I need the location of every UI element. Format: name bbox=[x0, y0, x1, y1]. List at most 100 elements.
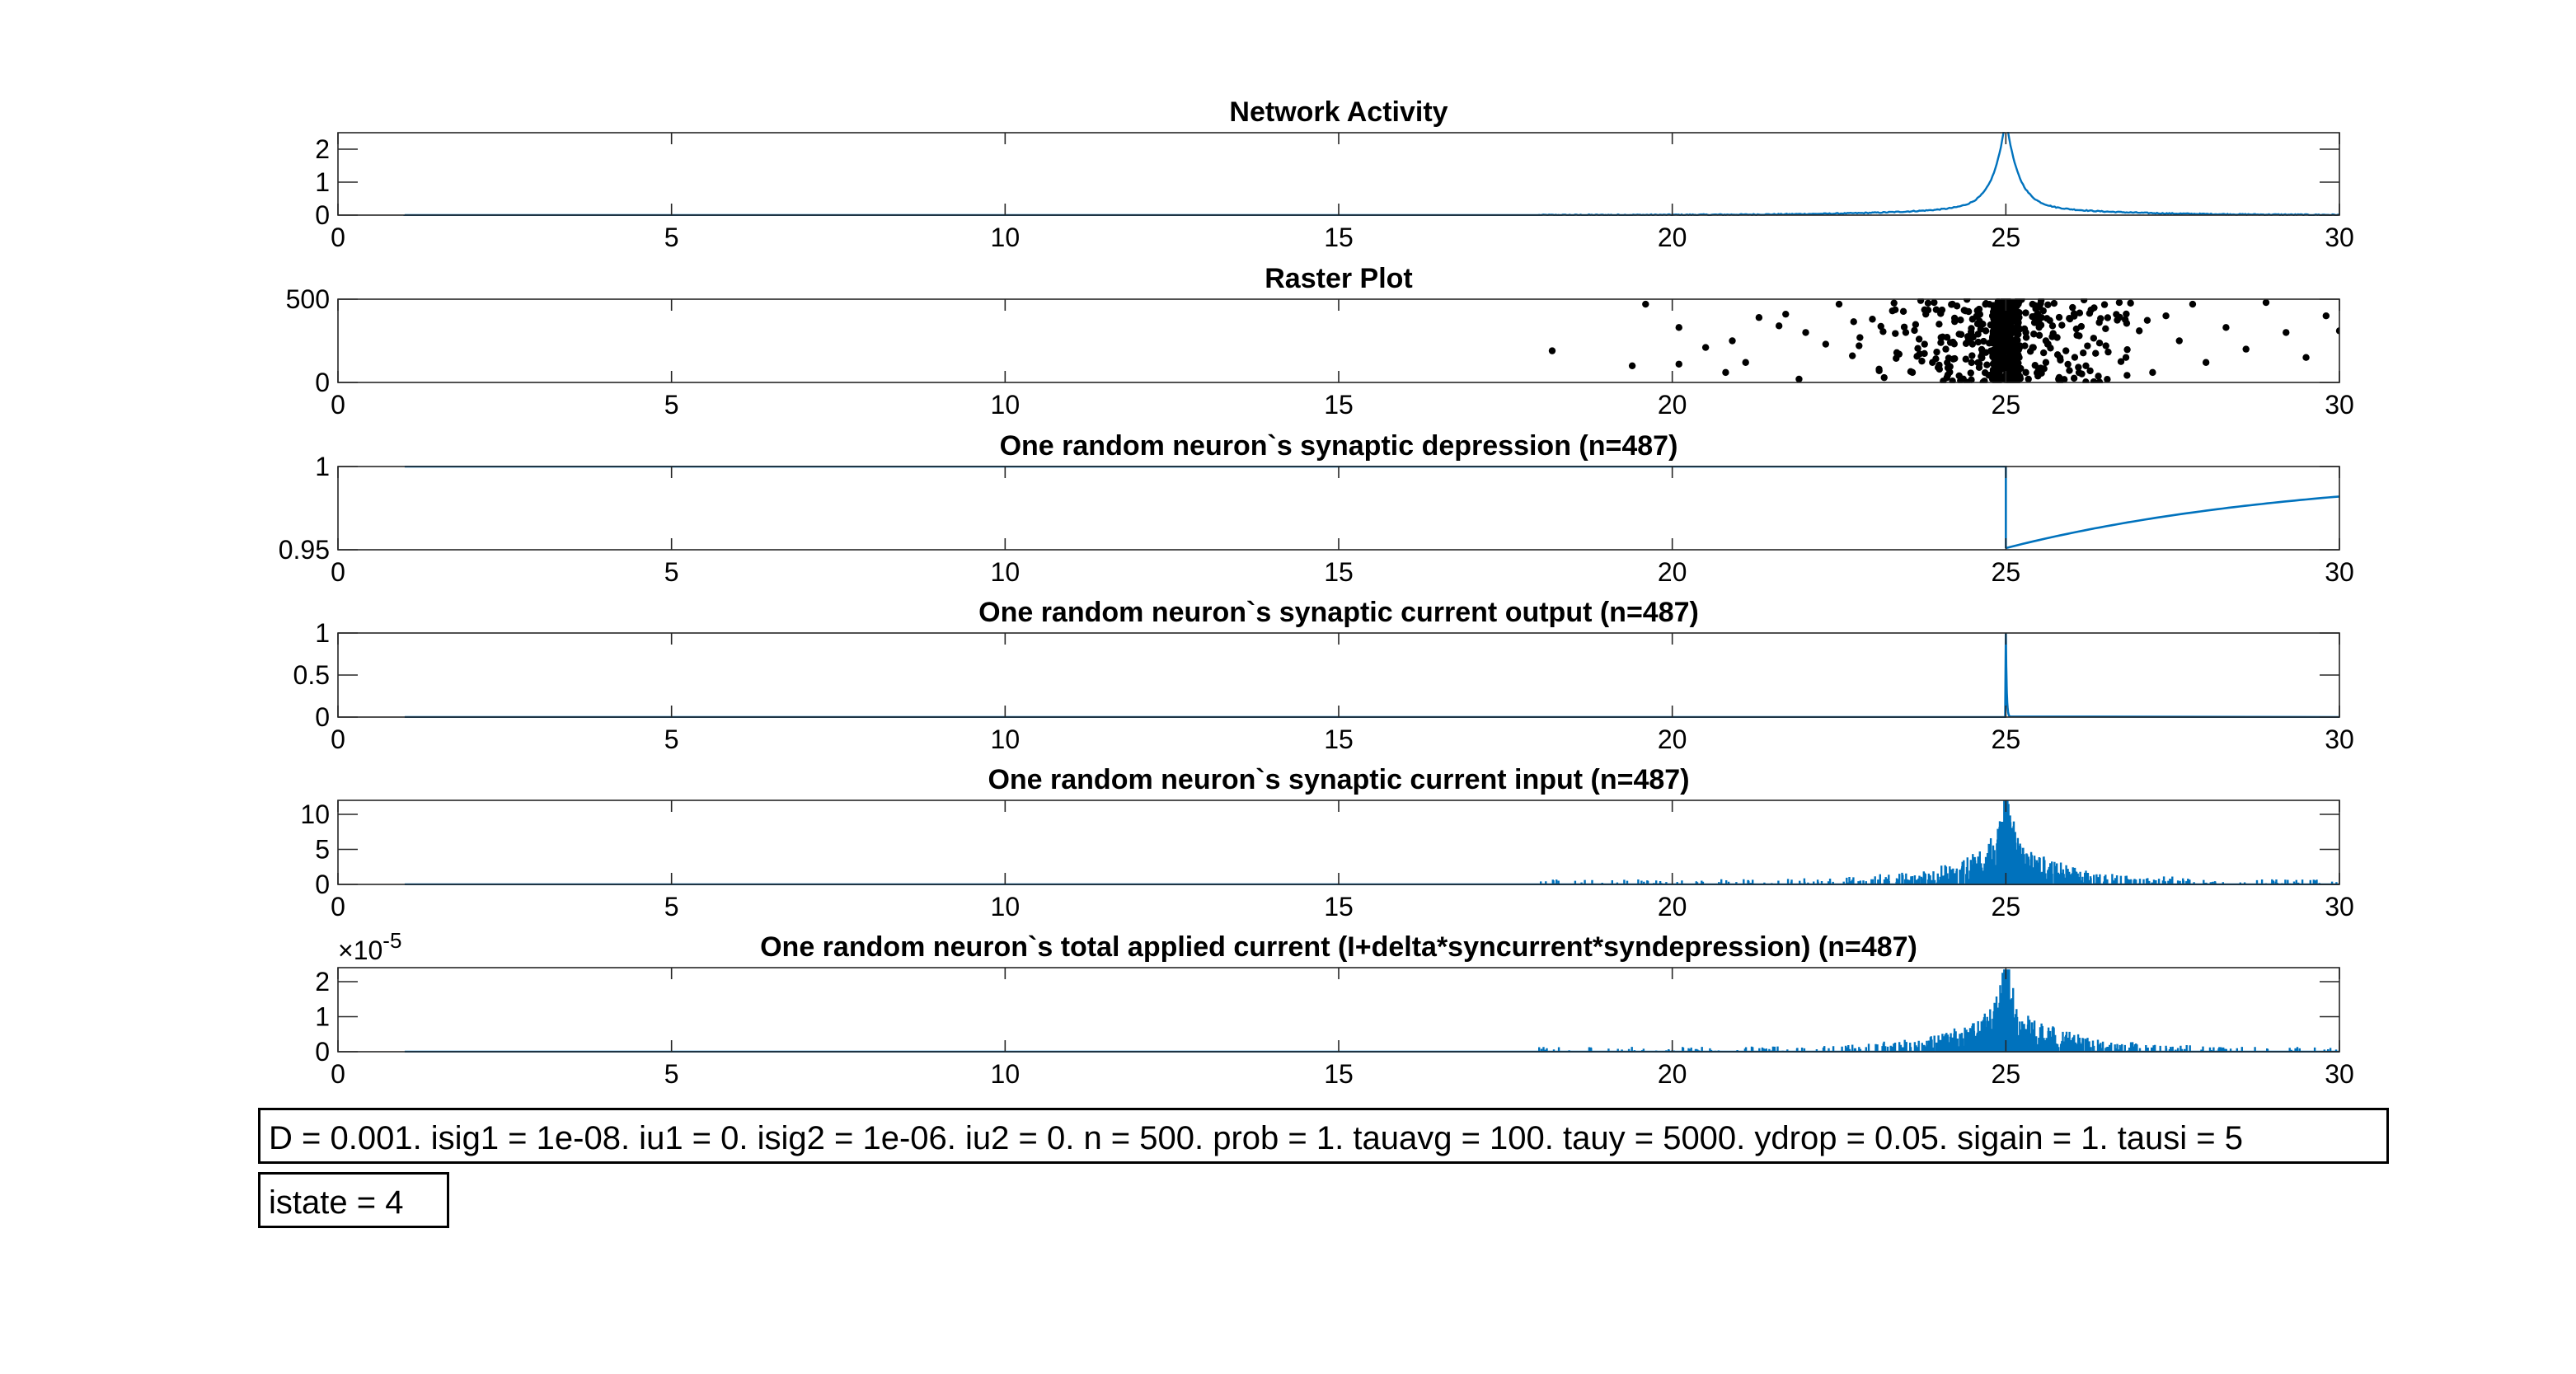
raster-point bbox=[1729, 337, 1736, 345]
raster-point bbox=[1996, 360, 2003, 368]
subplot-title: One random neuron`s synaptic current inp… bbox=[988, 764, 1689, 795]
raster-point bbox=[2015, 354, 2023, 361]
raster-point-cloud bbox=[1998, 335, 2006, 343]
raster-point-cloud bbox=[1949, 377, 1956, 383]
raster-point-cloud bbox=[1856, 334, 1864, 341]
raster-point bbox=[1902, 329, 1910, 336]
raster-point bbox=[2136, 327, 2143, 335]
x-tick-label: 15 bbox=[1324, 1059, 1354, 1089]
raster-point bbox=[1802, 329, 1809, 336]
x-tick-label: 20 bbox=[1658, 725, 1687, 754]
x-tick-label: 20 bbox=[1658, 557, 1687, 587]
raster-point bbox=[2076, 332, 2083, 340]
raster-point-cloud bbox=[1997, 341, 2006, 349]
x-tick-label: 15 bbox=[1324, 390, 1354, 420]
raster-point bbox=[1942, 345, 1950, 353]
raster-point bbox=[1822, 340, 1830, 348]
raster-point bbox=[1955, 372, 1963, 380]
raster-point-cloud bbox=[2010, 327, 2018, 335]
y-tick-label: 2 bbox=[315, 967, 330, 997]
data-layer bbox=[404, 800, 2339, 885]
raster-point bbox=[1936, 321, 1943, 328]
spike-line bbox=[404, 969, 2339, 1053]
raster-point-cloud bbox=[1982, 300, 1989, 308]
data-layer bbox=[404, 466, 2339, 550]
y-tick-label: 0.5 bbox=[293, 660, 330, 690]
raster-point-cloud bbox=[1924, 299, 1932, 307]
raster-point-cloud bbox=[2006, 361, 2015, 368]
raster-point bbox=[2189, 300, 2197, 308]
raster-point-cloud bbox=[2037, 299, 2044, 307]
raster-point-cloud bbox=[2030, 331, 2038, 338]
raster-point-cloud bbox=[1950, 340, 1958, 348]
raster-point-cloud bbox=[1940, 377, 1947, 383]
raster-point bbox=[2029, 344, 2036, 351]
raster-point-cloud bbox=[1900, 323, 1908, 331]
raster-point-cloud bbox=[2075, 363, 2082, 371]
raster-point bbox=[1975, 363, 1983, 372]
y-tick-label: 0.95 bbox=[279, 535, 330, 565]
x-tick-label: 10 bbox=[991, 223, 1021, 252]
raster-point-cloud bbox=[1914, 345, 1921, 352]
raster-point bbox=[2115, 298, 2123, 307]
raster-point-cloud bbox=[1968, 359, 1975, 367]
raster-point-cloud bbox=[2123, 310, 2130, 318]
x-tick-label: 30 bbox=[2325, 390, 2354, 420]
y-tick-label: 0 bbox=[315, 870, 330, 899]
raster-point bbox=[1701, 344, 1710, 351]
x-tick-label: 20 bbox=[1658, 223, 1687, 252]
data-layer bbox=[404, 969, 2339, 1053]
x-tick-label: 5 bbox=[664, 725, 679, 754]
raster-point-cloud bbox=[2070, 374, 2078, 382]
x-tick-label: 5 bbox=[664, 1059, 679, 1089]
raster-point bbox=[2042, 359, 2050, 366]
x-tick-label: 15 bbox=[1324, 223, 1354, 252]
raster-point-cloud bbox=[1989, 366, 1997, 373]
raster-point-cloud bbox=[1989, 346, 1997, 354]
raster-point-cloud bbox=[1978, 353, 1985, 360]
x-tick-label: 0 bbox=[331, 892, 345, 921]
raster-point bbox=[2202, 359, 2210, 366]
raster-point-cloud bbox=[2039, 307, 2047, 315]
raster-point-cloud bbox=[2015, 344, 2024, 352]
y-tick-label: 5 bbox=[315, 835, 330, 865]
raster-point bbox=[1869, 316, 1876, 323]
subplot-title: Raster Plot bbox=[1265, 263, 1413, 294]
raster-point-cloud bbox=[2104, 348, 2112, 356]
raster-point bbox=[1675, 324, 1682, 331]
raster-point-cloud bbox=[1932, 306, 1940, 313]
raster-point bbox=[1675, 360, 1682, 368]
x-tick-label: 5 bbox=[664, 557, 679, 587]
x-tick-label: 15 bbox=[1324, 892, 1354, 921]
x-tick-label: 25 bbox=[1992, 390, 2021, 420]
raster-point-cloud bbox=[2055, 313, 2063, 321]
raster-point bbox=[1975, 305, 1983, 313]
x-tick-label: 0 bbox=[331, 223, 345, 252]
raster-point bbox=[1949, 300, 1956, 308]
raster-point bbox=[2095, 319, 2103, 326]
raster-point bbox=[2175, 337, 2183, 345]
state-text: istate = 4 bbox=[269, 1184, 404, 1221]
x-tick-label: 25 bbox=[1992, 223, 2021, 252]
x-tick-label: 20 bbox=[1658, 390, 1687, 420]
raster-point-cloud bbox=[1981, 377, 1988, 383]
raster-point-cloud bbox=[1880, 373, 1888, 382]
axes-box bbox=[337, 632, 2340, 718]
x-tick-label: 0 bbox=[331, 390, 345, 420]
y-tick-label: 10 bbox=[300, 800, 330, 829]
raster-point-cloud bbox=[1937, 334, 1945, 341]
parameters-text: D = 0.001. isig1 = 1e-08. iu1 = 0. isig2… bbox=[269, 1120, 2244, 1156]
y-tick-label: 1 bbox=[315, 167, 330, 197]
x-tick-label: 10 bbox=[991, 892, 1021, 921]
raster-point bbox=[2062, 347, 2070, 354]
raster-point-cloud bbox=[2035, 331, 2043, 340]
raster-point-cloud bbox=[2076, 309, 2084, 317]
raster-point-cloud bbox=[2014, 336, 2021, 344]
raster-point bbox=[2102, 342, 2109, 349]
y-tick-label: 1 bbox=[315, 1002, 330, 1032]
raster-point-cloud bbox=[1934, 363, 1942, 372]
raster-point-cloud bbox=[2039, 349, 2048, 357]
subplot-1: Network Activity 0 5 10 15 20 25 30 012 bbox=[315, 96, 2354, 252]
raster-point-cloud bbox=[2102, 325, 2109, 332]
